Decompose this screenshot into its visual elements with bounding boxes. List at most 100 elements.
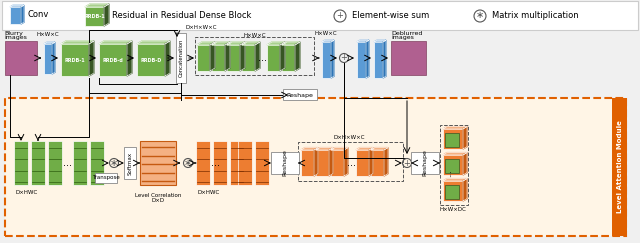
Text: D×HWC: D×HWC — [15, 190, 37, 195]
FancyBboxPatch shape — [95, 173, 117, 183]
Polygon shape — [329, 148, 333, 176]
Text: Reshape: Reshape — [287, 93, 314, 97]
Text: ...: ... — [445, 169, 454, 177]
Polygon shape — [197, 42, 215, 45]
Polygon shape — [356, 148, 373, 150]
FancyBboxPatch shape — [242, 45, 255, 71]
FancyBboxPatch shape — [140, 141, 176, 185]
FancyBboxPatch shape — [356, 150, 369, 176]
Polygon shape — [127, 41, 132, 76]
Text: ...: ... — [63, 158, 72, 168]
FancyBboxPatch shape — [357, 42, 366, 78]
FancyBboxPatch shape — [371, 150, 384, 176]
Polygon shape — [331, 40, 334, 78]
FancyBboxPatch shape — [374, 42, 383, 78]
Text: Transpose: Transpose — [92, 175, 120, 181]
Text: Concatenation: Concatenation — [179, 39, 184, 77]
Polygon shape — [61, 41, 94, 44]
Polygon shape — [10, 5, 24, 7]
Polygon shape — [89, 41, 94, 76]
Text: D×HWC: D×HWC — [197, 190, 220, 195]
Polygon shape — [374, 40, 386, 42]
Polygon shape — [212, 42, 230, 45]
Polygon shape — [316, 148, 333, 150]
Polygon shape — [52, 42, 55, 74]
FancyBboxPatch shape — [445, 159, 459, 173]
FancyBboxPatch shape — [443, 129, 463, 149]
Text: +: + — [340, 53, 348, 62]
Polygon shape — [137, 41, 170, 44]
FancyBboxPatch shape — [90, 141, 104, 185]
Polygon shape — [99, 41, 132, 44]
Text: Residual in Residual Dense Block: Residual in Residual Dense Block — [112, 11, 252, 20]
Polygon shape — [443, 179, 467, 181]
Text: ∗: ∗ — [476, 10, 484, 20]
Text: RRDB-d: RRDB-d — [102, 58, 124, 62]
FancyBboxPatch shape — [2, 1, 638, 30]
FancyBboxPatch shape — [411, 152, 439, 174]
Text: Softmax: Softmax — [127, 151, 132, 174]
FancyBboxPatch shape — [267, 45, 280, 71]
Text: Matrix multiplication: Matrix multiplication — [492, 11, 579, 20]
Polygon shape — [463, 127, 467, 149]
FancyBboxPatch shape — [176, 33, 186, 83]
FancyBboxPatch shape — [14, 141, 28, 185]
Text: ...: ... — [258, 53, 267, 63]
FancyBboxPatch shape — [196, 141, 210, 185]
FancyBboxPatch shape — [73, 141, 87, 185]
Polygon shape — [463, 153, 467, 175]
Polygon shape — [314, 148, 318, 176]
Polygon shape — [357, 40, 369, 42]
Text: Element-wise sum: Element-wise sum — [352, 11, 429, 20]
Polygon shape — [282, 42, 300, 45]
FancyBboxPatch shape — [227, 45, 240, 71]
FancyBboxPatch shape — [238, 141, 252, 185]
Polygon shape — [242, 42, 260, 45]
FancyBboxPatch shape — [283, 89, 317, 101]
Text: Reshape: Reshape — [282, 149, 287, 176]
Polygon shape — [301, 148, 318, 150]
Text: Deblurred: Deblurred — [391, 31, 422, 36]
FancyBboxPatch shape — [301, 150, 314, 176]
FancyBboxPatch shape — [316, 150, 329, 176]
FancyBboxPatch shape — [10, 7, 21, 24]
Text: Level Correlation: Level Correlation — [135, 193, 181, 198]
FancyBboxPatch shape — [322, 42, 331, 78]
Text: D×D: D×D — [152, 198, 164, 203]
Polygon shape — [383, 40, 386, 78]
Text: Blurry: Blurry — [4, 31, 23, 36]
Text: Level Attention Module: Level Attention Module — [616, 121, 623, 213]
Text: Reshape: Reshape — [422, 149, 428, 176]
FancyBboxPatch shape — [445, 185, 459, 199]
Text: D×H×W×C: D×H×W×C — [186, 26, 218, 31]
FancyBboxPatch shape — [271, 152, 299, 174]
Text: ...: ... — [347, 158, 356, 168]
FancyBboxPatch shape — [31, 141, 45, 185]
Polygon shape — [165, 41, 170, 76]
Polygon shape — [85, 4, 109, 7]
FancyBboxPatch shape — [213, 141, 227, 185]
FancyBboxPatch shape — [612, 98, 627, 236]
Polygon shape — [322, 40, 334, 42]
FancyBboxPatch shape — [212, 45, 225, 71]
Polygon shape — [210, 42, 215, 71]
FancyBboxPatch shape — [5, 41, 37, 75]
FancyBboxPatch shape — [137, 44, 165, 76]
Polygon shape — [369, 148, 373, 176]
Text: H×W×C: H×W×C — [243, 33, 266, 38]
Polygon shape — [443, 127, 467, 129]
FancyBboxPatch shape — [197, 45, 210, 71]
FancyBboxPatch shape — [99, 44, 127, 76]
FancyBboxPatch shape — [44, 44, 52, 74]
Polygon shape — [463, 179, 467, 201]
Text: RRDB-1: RRDB-1 — [84, 14, 105, 19]
Text: images: images — [391, 35, 414, 40]
Polygon shape — [227, 42, 245, 45]
Polygon shape — [44, 42, 55, 44]
Polygon shape — [255, 42, 260, 71]
Polygon shape — [344, 148, 348, 176]
Text: H×W×C: H×W×C — [36, 32, 60, 37]
Polygon shape — [240, 42, 245, 71]
Text: Conv: Conv — [27, 10, 49, 19]
Text: ...: ... — [211, 158, 220, 168]
